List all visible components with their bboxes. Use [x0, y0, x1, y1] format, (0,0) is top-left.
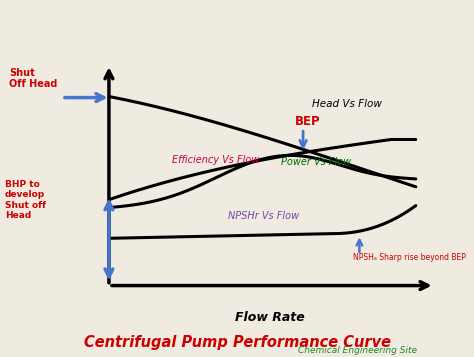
- Text: NPSHr Vs Flow: NPSHr Vs Flow: [228, 211, 299, 221]
- Text: Power Vs Flow: Power Vs Flow: [281, 157, 351, 167]
- Text: Flow Rate: Flow Rate: [235, 311, 305, 324]
- Text: Chemical Engineering Site: Chemical Engineering Site: [298, 346, 417, 355]
- Text: Head Vs Flow: Head Vs Flow: [312, 99, 383, 109]
- Text: BHP to
develop
Shut off
Head: BHP to develop Shut off Head: [5, 180, 46, 220]
- Text: Efficiency Vs Flow: Efficiency Vs Flow: [172, 155, 259, 165]
- Text: BEP: BEP: [295, 115, 321, 128]
- Text: NPSHₐ Sharp rise beyond BEP: NPSHₐ Sharp rise beyond BEP: [353, 253, 466, 262]
- Text: Shut
Off Head: Shut Off Head: [9, 68, 58, 89]
- Text: Centrifugal Pump Performance Curve: Centrifugal Pump Performance Curve: [83, 335, 391, 350]
